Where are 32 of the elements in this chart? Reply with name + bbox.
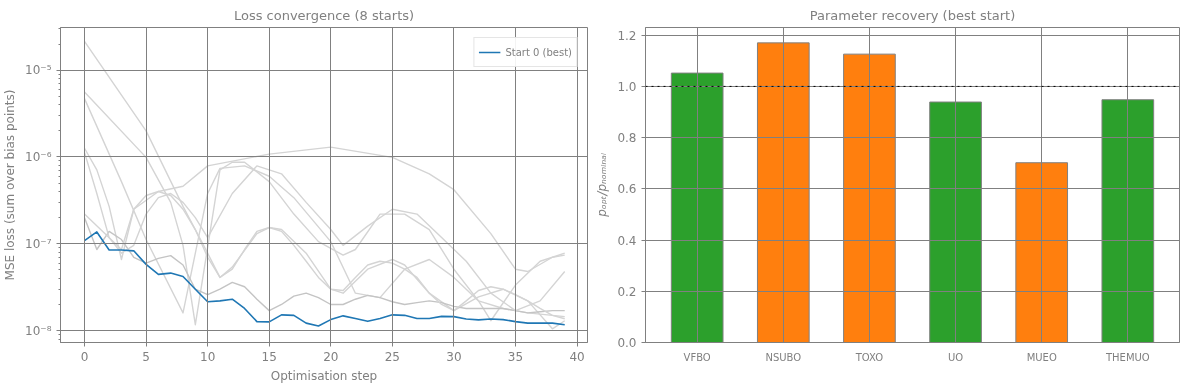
- chart-title: Parameter recovery (best start): [809, 7, 1016, 23]
- x-tick-label: THEMUO: [1104, 351, 1150, 363]
- y-tick-label: 10⁻⁶: [25, 149, 52, 164]
- y-tick-label: 1.0: [617, 79, 637, 94]
- y-tick-label: 1.2: [617, 28, 637, 43]
- x-axis-title: Optimisation step: [270, 368, 378, 383]
- y-tick-label: 0.2: [617, 284, 637, 299]
- y-tick-label: 0.8: [617, 131, 637, 146]
- x-tick-label: 10: [200, 349, 216, 364]
- chart-title: Loss convergence (8 starts): [233, 7, 415, 23]
- x-tick-label: 15: [261, 349, 277, 364]
- x-tick-label: 35: [507, 349, 524, 364]
- y-tick-label: 0.6: [617, 182, 637, 197]
- x-tick-label: 20: [323, 349, 339, 364]
- x-tick-label: 25: [384, 349, 400, 364]
- x-tick-label: 40: [569, 349, 585, 364]
- x-tick-label: 30: [446, 349, 462, 364]
- y-tick-label: 0.0: [617, 336, 637, 350]
- y-tick-label: 10⁻⁸: [25, 323, 52, 338]
- x-tick-label: VFBO: [683, 351, 711, 363]
- y-axis-title: pₒₚₜ/pₙₒₘᵢₙₐₗ: [595, 153, 610, 218]
- x-tick-label: 0: [80, 349, 89, 364]
- x-tick-label: UO: [947, 351, 964, 363]
- y-axis-title: MSE loss (sum over bias points): [3, 89, 18, 281]
- x-tick-label: NSUBO: [765, 351, 802, 363]
- x-tick-label: 5: [142, 349, 150, 364]
- legend-label: Start 0 (best): [505, 46, 572, 58]
- x-tick-label: MUEO: [1026, 351, 1057, 363]
- x-tick-label: TOXO: [854, 351, 884, 363]
- y-tick-label: 10⁻⁵: [25, 63, 52, 78]
- y-tick-label: 0.4: [617, 233, 637, 248]
- y-tick-label: 10⁻⁷: [25, 236, 52, 251]
